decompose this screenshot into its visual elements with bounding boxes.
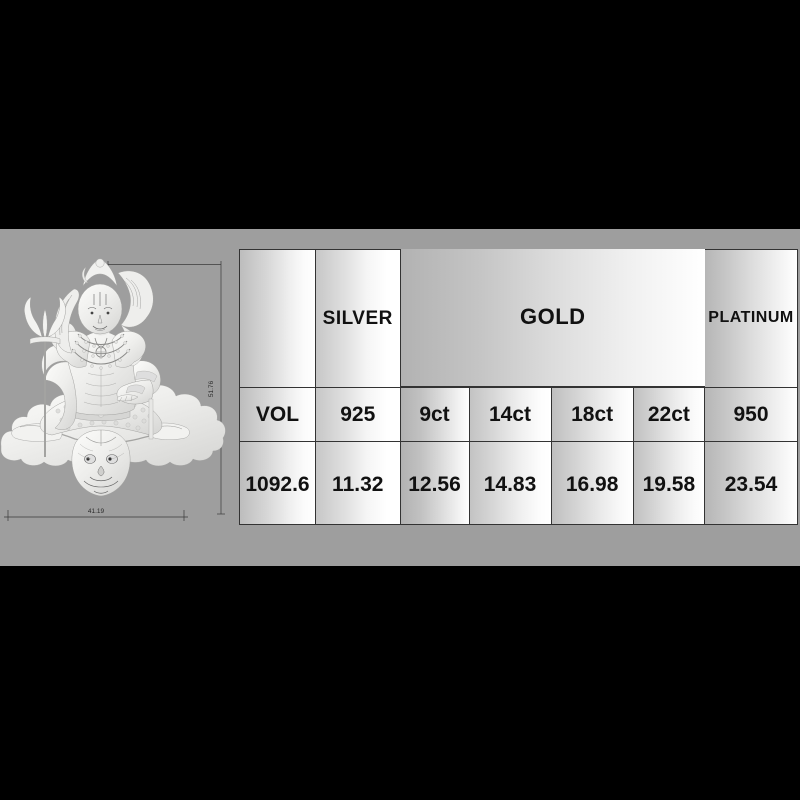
svg-text:51.76: 51.76 <box>208 380 215 397</box>
svg-text:41.19: 41.19 <box>88 508 105 515</box>
